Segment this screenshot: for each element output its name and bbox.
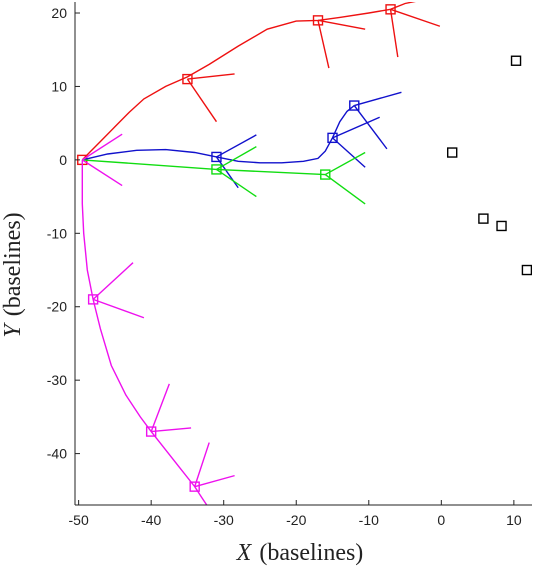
marker-red — [385, 4, 396, 15]
x-tick-label: 0 — [437, 512, 445, 528]
landmark-marker — [478, 213, 489, 224]
marker-magenta — [145, 426, 157, 437]
direction-ray-blue — [354, 91, 402, 107]
direction-ray-blue — [353, 105, 388, 150]
direction-ray-magenta — [194, 474, 235, 488]
landmark-marker — [447, 147, 458, 158]
x-tick-label: -40 — [141, 512, 161, 528]
landmark-marker — [521, 264, 532, 276]
x-axis-label: X (baselines) — [236, 540, 364, 566]
direction-ray-magenta — [92, 298, 145, 319]
y-tick-label: -20 — [47, 299, 67, 315]
landmark-marker — [496, 220, 507, 232]
marker-blue — [211, 151, 222, 163]
direction-ray-green — [216, 168, 257, 198]
direction-ray-magenta — [151, 427, 192, 433]
x-tick-label: -20 — [286, 512, 306, 528]
direction-ray-blue — [332, 137, 366, 168]
direction-ray-red — [187, 73, 235, 80]
direction-ray-green — [324, 173, 366, 205]
direction-ray-red — [390, 8, 441, 27]
direction-ray-green — [216, 146, 257, 171]
landmark-markers — [447, 55, 532, 276]
marker-red — [182, 73, 193, 85]
y-tick-label: 10 — [51, 78, 67, 94]
y-axis-label: Y(baselines) — [0, 212, 26, 337]
direction-ray-magenta — [150, 383, 170, 432]
origin-ray — [81, 133, 123, 161]
series-group — [77, 2, 532, 505]
marker-blue — [327, 132, 338, 144]
plot-area — [77, 2, 532, 505]
y-tick-label: -10 — [47, 225, 67, 241]
marker-magenta — [189, 481, 200, 492]
trajectory-line-red — [81, 2, 416, 161]
landmark-marker — [510, 55, 522, 66]
direction-ray-red — [186, 78, 218, 123]
y-tick-label: 20 — [51, 5, 67, 21]
marker-blue — [349, 100, 360, 111]
direction-ray-red — [389, 9, 399, 58]
axes: -50 -40 -30 -20 -10 0 10 20 10 0 -10 -20 -30 -40 — [47, 2, 532, 528]
x-tick-label: -50 — [69, 512, 89, 528]
direction-ray-blue — [216, 134, 257, 158]
x-tick-label: -10 — [359, 512, 379, 528]
direction-ray-red — [317, 19, 366, 30]
y-tick-label: 0 — [59, 152, 67, 168]
origin-ray — [81, 159, 123, 187]
series-green — [82, 146, 366, 205]
direction-ray-magenta — [92, 262, 134, 300]
series-magenta — [81, 159, 235, 505]
y-tick-label: -30 — [47, 372, 67, 388]
direction-ray-red — [317, 20, 330, 69]
direction-ray-blue — [332, 116, 380, 139]
series-red — [77, 2, 441, 166]
marker-magenta — [87, 294, 99, 305]
trajectory-line-magenta — [81, 159, 208, 505]
origin-rays — [81, 133, 123, 187]
series-blue — [82, 91, 402, 189]
marker-green — [320, 169, 331, 180]
x-tick-label: 10 — [506, 512, 522, 528]
x-tick-label: -30 — [214, 512, 234, 528]
y-tick-label: -40 — [47, 446, 67, 462]
marker-green — [211, 164, 222, 175]
trajectory-line-blue — [82, 104, 355, 164]
marker-red — [312, 15, 324, 26]
direction-ray-green — [324, 151, 366, 176]
direction-ray-magenta — [194, 442, 210, 487]
